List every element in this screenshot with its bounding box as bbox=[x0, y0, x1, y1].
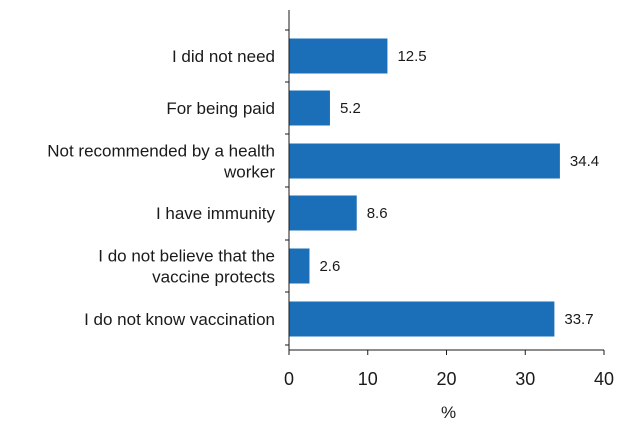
value-label: 33.7 bbox=[564, 311, 593, 328]
category-label: I do not know vaccination bbox=[84, 310, 275, 329]
value-label: 34.4 bbox=[570, 153, 599, 170]
x-tick-label: 30 bbox=[515, 369, 535, 389]
bar bbox=[289, 90, 330, 126]
category-label: worker bbox=[223, 163, 275, 182]
category-label: vaccine protects bbox=[152, 268, 275, 287]
x-axis-title: % bbox=[441, 403, 456, 422]
x-tick-label: 10 bbox=[358, 369, 378, 389]
bar bbox=[289, 38, 388, 74]
x-tick-label: 40 bbox=[594, 369, 614, 389]
value-label: 12.5 bbox=[397, 48, 426, 65]
value-label: 5.2 bbox=[340, 100, 361, 117]
value-label: 2.6 bbox=[319, 258, 340, 275]
bar bbox=[289, 143, 560, 179]
bars: 12.5 I did not need 5.2 For being paid 34.4 N… bbox=[47, 38, 599, 337]
value-label: 8.6 bbox=[367, 205, 388, 222]
bar bbox=[289, 301, 555, 337]
category-label: Not recommended by a health bbox=[47, 142, 275, 161]
category-label: For being paid bbox=[166, 99, 275, 118]
category-label: I have immunity bbox=[156, 204, 276, 223]
bar bbox=[289, 195, 357, 231]
axes: 0 10 20 30 40 bbox=[284, 10, 614, 389]
category-label: I do not believe that the bbox=[98, 247, 275, 266]
category-label: I did not need bbox=[172, 47, 275, 66]
x-tick-label: 0 bbox=[284, 369, 294, 389]
bar bbox=[289, 248, 310, 284]
x-tick-label: 20 bbox=[436, 369, 456, 389]
